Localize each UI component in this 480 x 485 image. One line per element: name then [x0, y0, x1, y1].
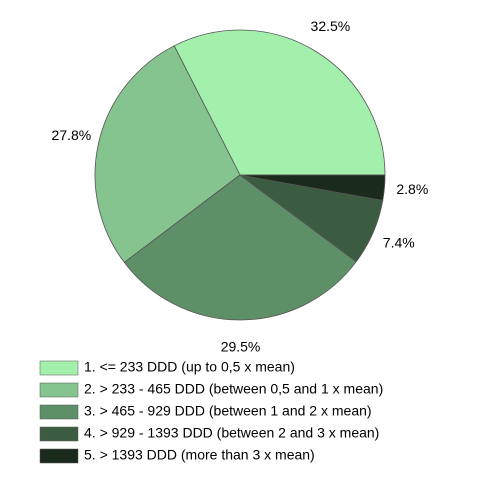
- legend-swatch: [39, 426, 79, 442]
- legend-label: 3. > 465 - 929 DDD (between 1 and 2 x me…: [84, 403, 372, 419]
- data-label: 2.8%: [396, 181, 428, 197]
- data-label: 29.5%: [221, 339, 261, 355]
- legend-label: 5. > 1393 DDD (more than 3 x mean): [84, 447, 315, 463]
- pie-slice: [173, 29, 386, 176]
- pie-slice: [239, 174, 386, 201]
- data-label: 32.5%: [311, 18, 351, 34]
- legend-label: 4. > 929 - 1393 DDD (between 2 and 3 x m…: [84, 425, 379, 441]
- legend-swatch: [39, 448, 79, 464]
- legend-label: 2. > 233 - 465 DDD (between 0,5 and 1 x …: [84, 381, 383, 397]
- legend-swatch: [39, 404, 79, 420]
- data-label: 7.4%: [383, 234, 415, 250]
- legend-label: 1. <= 233 DDD (up to 0,5 x mean): [84, 359, 295, 375]
- data-label: 27.8%: [52, 127, 92, 143]
- pie-slice: [123, 174, 357, 321]
- pie-slice: [94, 45, 241, 263]
- legend-swatch: [39, 382, 79, 398]
- legend-swatch: [39, 360, 79, 376]
